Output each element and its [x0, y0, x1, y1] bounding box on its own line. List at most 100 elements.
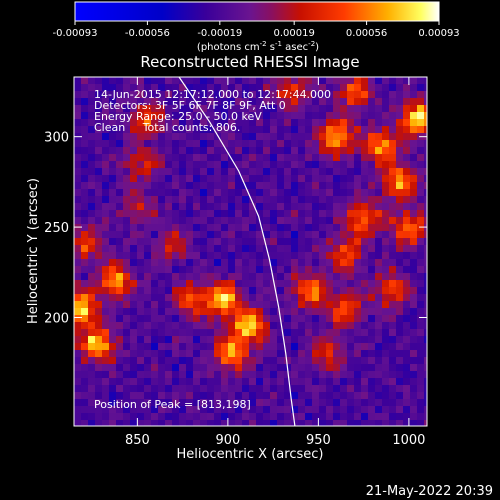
heatmap-cell [95, 77, 103, 85]
heatmap-cell [144, 98, 152, 106]
heatmap-cell [207, 105, 215, 113]
heatmap-cell [172, 343, 180, 351]
heatmap-cell [284, 329, 292, 337]
heatmap-cell [375, 168, 383, 176]
heatmap-cell [81, 245, 89, 253]
heatmap-cell [319, 273, 327, 281]
heatmap-cell [123, 343, 131, 351]
heatmap-cell [235, 364, 243, 372]
heatmap-cell [123, 413, 131, 421]
heatmap-cell [263, 252, 271, 260]
heatmap-cell [116, 112, 124, 120]
heatmap-cell [312, 399, 320, 407]
heatmap-cell [158, 357, 166, 365]
heatmap-cell [130, 245, 138, 253]
heatmap-cell [214, 77, 222, 85]
heatmap-cell [193, 147, 201, 155]
heatmap-cell [277, 266, 285, 274]
heatmap-cell [186, 399, 194, 407]
heatmap-cell [109, 399, 117, 407]
heatmap-cell [249, 140, 257, 148]
heatmap-cell [326, 133, 334, 141]
heatmap-cell [165, 154, 173, 162]
heatmap-cell [172, 245, 180, 253]
heatmap-cell [382, 112, 390, 120]
heatmap-cell [186, 385, 194, 393]
heatmap-cell [305, 392, 313, 400]
heatmap-cell [123, 196, 131, 204]
heatmap-cell [95, 322, 103, 330]
heatmap-cell [389, 231, 397, 239]
heatmap-cell [326, 182, 334, 190]
heatmap-cell [270, 140, 278, 148]
heatmap-cell [158, 385, 166, 393]
heatmap-cell [74, 329, 82, 337]
heatmap-cell [228, 105, 236, 113]
heatmap-cell [130, 301, 138, 309]
heatmap-cell [109, 266, 117, 274]
heatmap-cell [256, 175, 264, 183]
heatmap-cell [137, 84, 145, 92]
heatmap-cell [277, 154, 285, 162]
heatmap-cell [333, 196, 341, 204]
heatmap-cell [417, 231, 425, 239]
heatmap-cell [95, 175, 103, 183]
heatmap-cell [305, 182, 313, 190]
heatmap-cell [277, 364, 285, 372]
heatmap-cell [298, 210, 306, 218]
heatmap-cell [179, 294, 187, 302]
heatmap-cell [284, 140, 292, 148]
heatmap-cell [158, 280, 166, 288]
heatmap-cell [326, 385, 334, 393]
heatmap-cell [361, 154, 369, 162]
heatmap-cell [95, 357, 103, 365]
heatmap-cell [354, 189, 362, 197]
heatmap-cell [116, 238, 124, 246]
heatmap-cell [165, 315, 173, 323]
heatmap-cell [249, 399, 257, 407]
heatmap-cell [298, 259, 306, 267]
heatmap-cell [123, 329, 131, 337]
heatmap-cell [291, 203, 299, 211]
heatmap-cell [263, 77, 271, 85]
heatmap-cell [368, 224, 376, 232]
heatmap-cell [81, 84, 89, 92]
heatmap-cell [333, 420, 341, 426]
heatmap-cell [130, 399, 138, 407]
heatmap-cell [235, 273, 243, 281]
heatmap-cell [179, 371, 187, 379]
heatmap-cell [130, 203, 138, 211]
heatmap-cell [179, 378, 187, 386]
heatmap-cell [396, 266, 404, 274]
heatmap-cell [249, 154, 257, 162]
heatmap-cell [235, 126, 243, 134]
heatmap-cell [347, 371, 355, 379]
heatmap-cell [123, 301, 131, 309]
heatmap-cell [214, 175, 222, 183]
heatmap-cell [179, 392, 187, 400]
heatmap-cell [207, 259, 215, 267]
heatmap-cell [200, 329, 208, 337]
heatmap-cell [74, 105, 82, 113]
heatmap-cell [200, 140, 208, 148]
heatmap-cell [88, 280, 96, 288]
heatmap-cell [375, 182, 383, 190]
heatmap-cell [375, 378, 383, 386]
heatmap-cell [354, 280, 362, 288]
heatmap-cell [256, 231, 264, 239]
heatmap-cell [109, 315, 117, 323]
heatmap-cell [298, 238, 306, 246]
heatmap-cell [102, 126, 110, 134]
heatmap-cell [242, 147, 250, 155]
heatmap-cell [354, 329, 362, 337]
heatmap-cell [319, 98, 327, 106]
heatmap-cell [256, 294, 264, 302]
heatmap-cell [242, 413, 250, 421]
heatmap-cell [165, 336, 173, 344]
heatmap-cell [144, 413, 152, 421]
heatmap-cell [382, 84, 390, 92]
heatmap-cell [130, 210, 138, 218]
heatmap-cell [193, 105, 201, 113]
heatmap-cell [179, 357, 187, 365]
heatmap-cell [172, 252, 180, 260]
